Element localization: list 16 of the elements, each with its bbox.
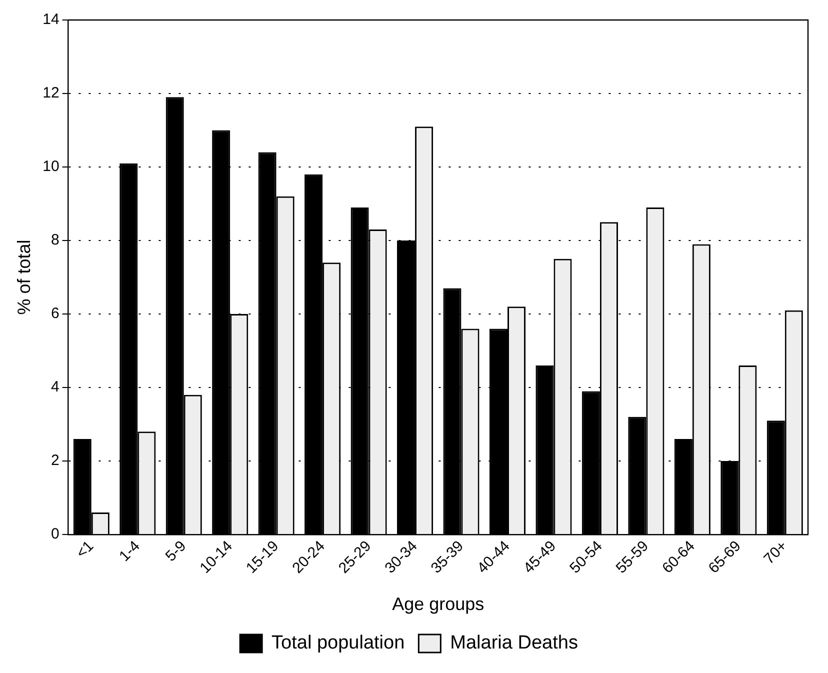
y-tick-label: 0 — [50, 526, 60, 543]
legend-label: Malaria Deaths — [450, 632, 578, 654]
y-tick-label: 12 — [42, 84, 60, 102]
x-tick-label: 1-4 — [116, 538, 144, 565]
y-axis-title: % of total — [14, 240, 34, 315]
y-tick-label: 2 — [50, 452, 60, 470]
y-tick-label: 14 — [42, 11, 60, 28]
legend-label: Total population — [272, 632, 405, 654]
x-axis-title: Age groups — [392, 594, 484, 614]
x-tick-label: <1 — [73, 538, 98, 562]
x-tick-label: 70+ — [760, 537, 791, 568]
y-tick-label: 8 — [50, 232, 60, 249]
y-tick-label: 10 — [42, 158, 60, 176]
x-tick-label: 5-9 — [162, 538, 190, 565]
y-tick-label: 4 — [50, 378, 60, 396]
y-tick-label: 6 — [50, 305, 60, 322]
